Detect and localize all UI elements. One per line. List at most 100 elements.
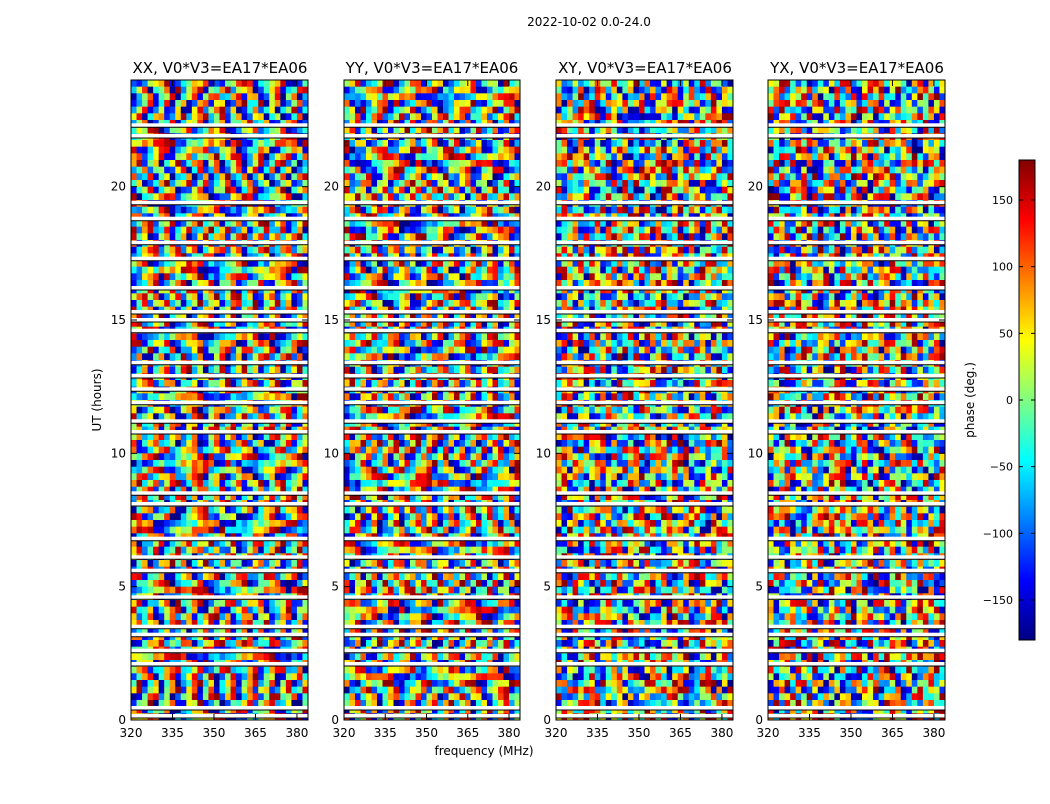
heatmap-cell — [454, 247, 460, 254]
heatmap-cell — [344, 440, 350, 447]
heatmap-cell — [242, 333, 248, 340]
heatmap-cell — [164, 507, 170, 514]
heatmap-cell — [148, 273, 154, 280]
heatmap-cell — [498, 100, 504, 107]
heatmap-cell — [471, 100, 477, 107]
heatmap-cell — [148, 147, 154, 154]
heatmap-cell — [203, 93, 209, 100]
heatmap-cell — [350, 367, 356, 374]
heatmap-cell — [460, 100, 466, 107]
heatmap-cell — [410, 93, 416, 100]
heatmap-cell — [399, 353, 405, 360]
heatmap-cell — [159, 100, 165, 107]
heatmap-cell — [214, 520, 220, 527]
heatmap-cell — [137, 100, 143, 107]
heatmap-cell — [236, 173, 242, 180]
heatmap-cell — [493, 407, 499, 414]
heatmap-cell — [427, 380, 433, 387]
panel-xx-title: XX, V0*V3=EA17*EA06 — [133, 59, 308, 77]
heatmap-cell — [170, 293, 176, 300]
heatmap-cell — [269, 293, 275, 300]
heatmap-cell — [148, 113, 154, 120]
heatmap-cell — [275, 273, 281, 280]
heatmap-cell — [208, 667, 214, 674]
heatmap-cell — [286, 107, 292, 114]
heatmap-cell — [410, 267, 416, 274]
heatmap-cell — [258, 640, 264, 647]
heatmap-cell — [421, 453, 427, 460]
heatmap-cell — [432, 140, 438, 147]
heatmap-cell — [465, 333, 471, 340]
heatmap-cell — [361, 407, 367, 414]
heatmap-cell — [350, 153, 356, 160]
heatmap-cell — [493, 380, 499, 387]
heatmap-cell — [388, 227, 394, 234]
heatmap-cell — [476, 180, 482, 187]
heatmap-cell — [286, 527, 292, 534]
flagged-gap — [131, 633, 308, 637]
flagged-gap — [131, 318, 308, 322]
heatmap-cell — [344, 173, 350, 180]
heatmap-cell — [264, 513, 270, 520]
heatmap-cell — [214, 353, 220, 360]
heatmap-cell — [164, 653, 170, 660]
heatmap-cell — [280, 87, 286, 94]
heatmap-cell — [394, 107, 400, 114]
heatmap-cell — [509, 167, 515, 174]
heatmap-cell — [208, 520, 214, 527]
heatmap-cell — [476, 80, 482, 87]
heatmap-cell — [416, 187, 422, 194]
heatmap-cell — [148, 93, 154, 100]
heatmap-cell — [366, 107, 372, 114]
heatmap-cell — [286, 407, 292, 414]
heatmap-cell — [253, 100, 259, 107]
heatmap-cell — [236, 473, 242, 480]
heatmap-cell — [220, 333, 226, 340]
heatmap-cell — [181, 513, 187, 520]
heatmap-cell — [361, 100, 367, 107]
heatmap-cell — [355, 160, 361, 167]
heatmap-cell — [275, 460, 281, 467]
heatmap-cell — [449, 100, 455, 107]
heatmap-cell — [410, 353, 416, 360]
heatmap-cell — [443, 93, 449, 100]
heatmap-cell — [269, 547, 275, 554]
heatmap-cell — [181, 440, 187, 447]
heatmap-cell — [372, 333, 378, 340]
heatmap-cell — [208, 207, 214, 214]
heatmap-cell — [410, 207, 416, 214]
heatmap-cell — [148, 167, 154, 174]
heatmap-cell — [253, 173, 259, 180]
heatmap-cell — [258, 187, 264, 194]
heatmap-cell — [197, 80, 203, 87]
heatmap-cell — [208, 507, 214, 514]
heatmap-cell — [175, 453, 181, 460]
heatmap-cell — [208, 687, 214, 694]
heatmap-cell — [164, 520, 170, 527]
heatmap-cell — [269, 393, 275, 400]
heatmap-cell — [421, 227, 427, 234]
heatmap-cell — [142, 147, 148, 154]
heatmap-cell — [159, 340, 165, 347]
heatmap-cell — [231, 340, 237, 347]
heatmap-cell — [236, 460, 242, 467]
heatmap-cell — [465, 187, 471, 194]
heatmap-cell — [181, 580, 187, 587]
heatmap-cell — [280, 187, 286, 194]
heatmap-cell — [427, 273, 433, 280]
heatmap-cell — [509, 207, 515, 214]
heatmap-cell — [454, 347, 460, 354]
heatmap-cell — [153, 93, 159, 100]
heatmap-cell — [372, 147, 378, 154]
heatmap-cell — [487, 407, 493, 414]
heatmap-cell — [197, 300, 203, 307]
heatmap-cell — [197, 113, 203, 120]
heatmap-cell — [297, 520, 303, 527]
heatmap-cell — [297, 340, 303, 347]
heatmap-cell — [231, 607, 237, 614]
heatmap-cell — [291, 173, 297, 180]
heatmap-cell — [443, 453, 449, 460]
heatmap-cell — [454, 440, 460, 447]
heatmap-cell — [493, 107, 499, 114]
heatmap-cell — [181, 473, 187, 480]
